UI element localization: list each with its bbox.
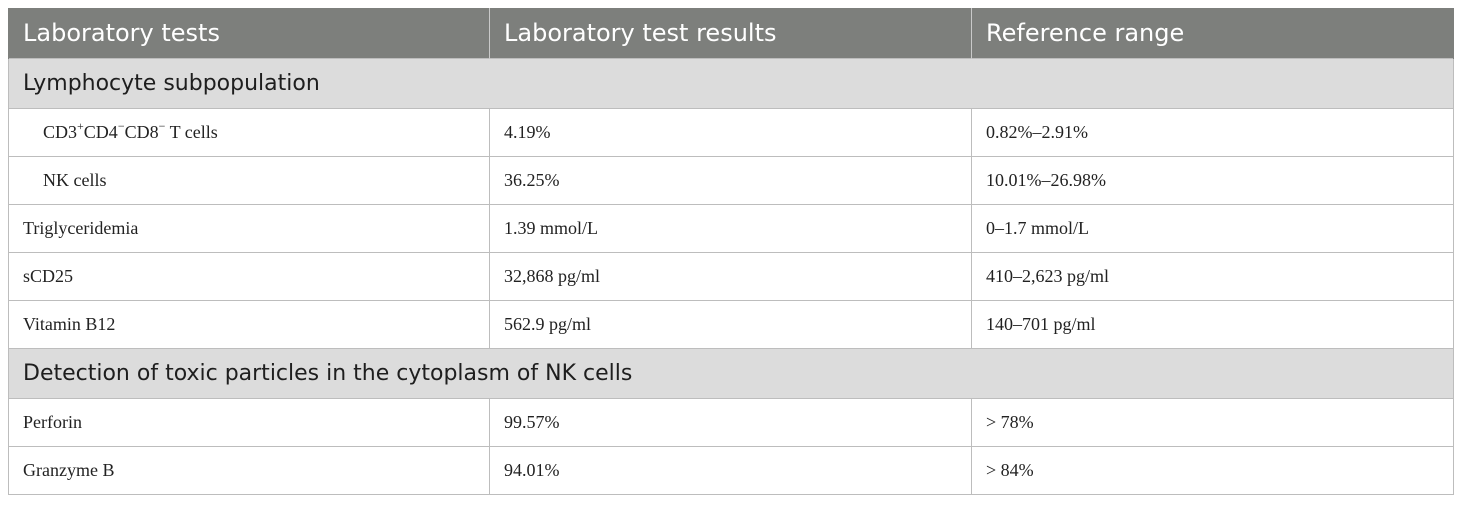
lab-results-table-container: Laboratory tests Laboratory test results…	[8, 8, 1454, 495]
section-row-toxic-particles: Detection of toxic particles in the cyto…	[8, 347, 1454, 399]
superscript: −	[158, 118, 166, 133]
test-name-cell: Granzyme B	[8, 445, 490, 495]
header-row: Laboratory tests Laboratory test results…	[8, 8, 1454, 58]
test-name-part: CD4	[83, 121, 118, 142]
table-row: NK cells 36.25% 10.01%–26.98%	[8, 155, 1454, 205]
header-reference-range: Reference range	[971, 8, 1454, 58]
test-name-cell: Perforin	[8, 397, 490, 447]
table-row: Perforin 99.57% > 78%	[8, 397, 1454, 447]
lab-results-table: Laboratory tests Laboratory test results…	[8, 8, 1454, 495]
test-name-cell: Triglyceridemia	[8, 203, 490, 253]
result-cell: 562.9 pg/ml	[489, 299, 972, 349]
result-cell: 4.19%	[489, 107, 972, 157]
range-cell: 140–701 pg/ml	[971, 299, 1454, 349]
range-cell: 0–1.7 mmol/L	[971, 203, 1454, 253]
result-cell: 99.57%	[489, 397, 972, 447]
range-cell: 410–2,623 pg/ml	[971, 251, 1454, 301]
test-name-cell: Vitamin B12	[8, 299, 490, 349]
test-name-cell: NK cells	[8, 155, 490, 205]
test-name-part: CD8	[124, 121, 159, 142]
range-cell: 0.82%–2.91%	[971, 107, 1454, 157]
table-row: Vitamin B12 562.9 pg/ml 140–701 pg/ml	[8, 299, 1454, 349]
header-test-results: Laboratory test results	[489, 8, 972, 58]
table-row: Granzyme B 94.01% > 84%	[8, 445, 1454, 495]
superscript: +	[77, 118, 84, 133]
table-row: sCD25 32,868 pg/ml 410–2,623 pg/ml	[8, 251, 1454, 301]
test-name-part: T cells	[165, 121, 218, 142]
result-cell: 36.25%	[489, 155, 972, 205]
range-cell: > 84%	[971, 445, 1454, 495]
section-label: Lymphocyte subpopulation	[8, 57, 1454, 109]
test-name-cell: CD3+CD4−CD8− T cells	[8, 107, 490, 157]
result-cell: 1.39 mmol/L	[489, 203, 972, 253]
header-laboratory-tests: Laboratory tests	[8, 8, 490, 58]
result-cell: 32,868 pg/ml	[489, 251, 972, 301]
section-label: Detection of toxic particles in the cyto…	[8, 347, 1454, 399]
table-row: CD3+CD4−CD8− T cells 4.19% 0.82%–2.91%	[8, 107, 1454, 157]
section-row-lymphocyte: Lymphocyte subpopulation	[8, 57, 1454, 109]
superscript: −	[117, 118, 125, 133]
range-cell: > 78%	[971, 397, 1454, 447]
test-name-part: CD3	[43, 121, 78, 142]
table-row: Triglyceridemia 1.39 mmol/L 0–1.7 mmol/L	[8, 203, 1454, 253]
result-cell: 94.01%	[489, 445, 972, 495]
range-cell: 10.01%–26.98%	[971, 155, 1454, 205]
test-name-cell: sCD25	[8, 251, 490, 301]
